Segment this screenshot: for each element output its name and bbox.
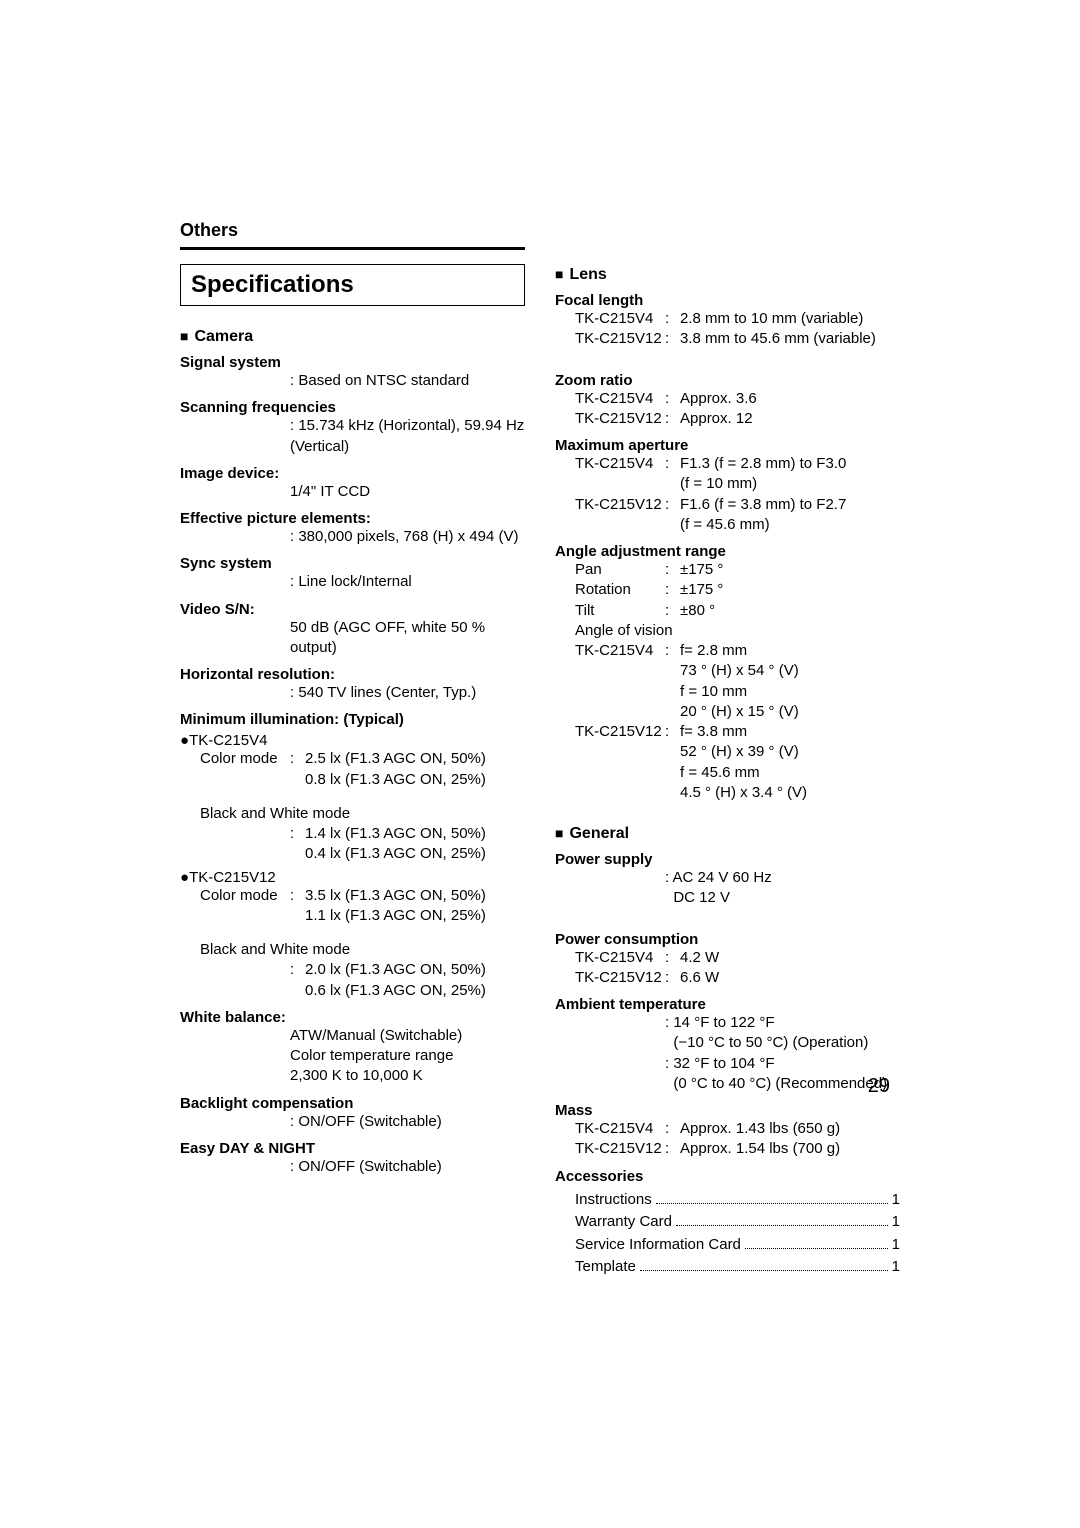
backlight-comp-label: Backlight compensation	[180, 1095, 525, 1112]
sync-system-value: : Line lock/Internal	[180, 572, 525, 592]
scanning-frequencies-label: Scanning frequencies	[180, 399, 525, 416]
maximum-aperture-label: Maximum aperture	[555, 437, 900, 454]
video-sn-label: Video S/N:	[180, 601, 525, 618]
leader-dots	[656, 1203, 888, 1204]
signal-system-value: : Based on NTSC standard	[180, 371, 525, 391]
power-supply-label: Power supply	[555, 851, 900, 868]
chapter-title: Others	[180, 220, 525, 241]
focal-length-label: Focal length	[555, 292, 900, 309]
camera-heading: ■ Camera	[180, 328, 525, 346]
image-device-value: 1/4" IT CCD	[180, 482, 525, 502]
general-heading-text: General	[569, 825, 629, 842]
zoom-ratio-label: Zoom ratio	[555, 372, 900, 389]
ambient-temperature-label: Ambient temperature	[555, 996, 900, 1013]
horizontal-resolution-label: Horizontal resolution:	[180, 666, 525, 683]
sync-system-label: Sync system	[180, 555, 525, 572]
camera-heading-text: Camera	[194, 328, 253, 345]
general-heading: ■ General	[555, 825, 900, 843]
mass-label: Mass	[555, 1102, 900, 1119]
chapter-divider	[180, 247, 525, 250]
horizontal-resolution-value: : 540 TV lines (Center, Typ.)	[180, 683, 525, 703]
v12-color-mode-row: Color mode : 3.5 lx (F1.3 AGC ON, 50%)	[180, 886, 525, 906]
v4-bw-mode-label: Black and White mode	[180, 804, 525, 824]
effective-picture-elements-label: Effective picture elements:	[180, 510, 525, 527]
leader-dots	[640, 1270, 888, 1271]
lens-heading-text: Lens	[569, 266, 606, 283]
leader-dots	[745, 1248, 888, 1249]
angle-adjustment-label: Angle adjustment range	[555, 543, 900, 560]
scanning-frequencies-value: : 15.734 kHz (Horizontal), 59.94 Hz (Ver…	[180, 416, 525, 457]
angle-of-vision-label: Angle of vision	[555, 621, 900, 641]
white-balance-label: White balance:	[180, 1009, 525, 1026]
leader-dots	[676, 1225, 888, 1226]
accessory-item: Template1	[575, 1256, 900, 1279]
accessory-item: Instructions1	[575, 1189, 900, 1212]
specifications-title: Specifications	[180, 264, 525, 306]
v4-color-mode-row: Color mode : 2.5 lx (F1.3 AGC ON, 50%)	[180, 749, 525, 769]
accessory-item: Warranty Card1	[575, 1211, 900, 1234]
square-icon: ■	[555, 825, 563, 841]
square-icon: ■	[555, 266, 563, 282]
accessory-item: Service Information Card1	[575, 1234, 900, 1257]
power-supply-value: : AC 24 V 60 Hz DC 12 V	[555, 868, 900, 909]
model-v4-bullet: ●TK-C215V4	[180, 732, 525, 749]
signal-system-label: Signal system	[180, 354, 525, 371]
v12-bw-mode-label: Black and White mode	[180, 940, 525, 960]
easy-day-night-value: : ON/OFF (Switchable)	[180, 1157, 525, 1177]
ambient-temperature-value: : 14 °F to 122 °F (−10 °C to 50 °C) (Ope…	[555, 1013, 900, 1094]
spec-columns: Others Specifications ■ Camera Signal sys…	[180, 220, 900, 1279]
backlight-comp-value: : ON/OFF (Switchable)	[180, 1112, 525, 1132]
power-consumption-label: Power consumption	[555, 931, 900, 948]
right-column: ■Lens Focal length TK-C215V4:2.8 mm to 1…	[555, 220, 900, 1279]
model-v12-bullet: ●TK-C215V12	[180, 869, 525, 886]
lens-heading: ■ Lens	[555, 266, 900, 284]
left-column: Others Specifications ■ Camera Signal sys…	[180, 220, 525, 1279]
easy-day-night-label: Easy DAY & NIGHT	[180, 1140, 525, 1157]
white-balance-value: ATW/Manual (Switchable)Color temperature…	[180, 1026, 525, 1087]
accessories-list: Instructions1 Warranty Card1 Service Inf…	[555, 1189, 900, 1279]
minimum-illumination-label: Minimum illumination: (Typical)	[180, 711, 525, 728]
image-device-label: Image device:	[180, 465, 525, 482]
page-number: 29	[868, 1075, 890, 1098]
effective-picture-elements-value: : 380,000 pixels, 768 (H) x 494 (V)	[180, 527, 525, 547]
square-icon: ■	[180, 328, 188, 344]
accessories-label: Accessories	[555, 1168, 900, 1185]
video-sn-value: 50 dB (AGC OFF, white 50 % output)	[180, 618, 525, 659]
